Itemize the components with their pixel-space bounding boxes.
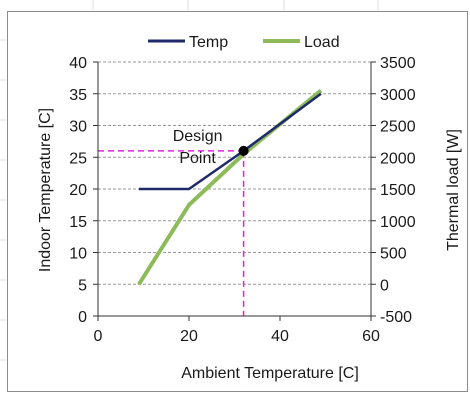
x-tick-label: 60 [362,328,380,345]
y-right-tick-label: 3500 [380,55,416,72]
x-tick-label: 0 [94,328,103,345]
x-tick-label: 40 [271,328,289,345]
series-lines [137,89,323,286]
y-right-tick-label: 500 [380,246,407,263]
y-axis-right-title: Thermal load [W] [445,129,462,251]
y-right-tick-label: 1500 [380,182,416,199]
y-left-tick-label: 30 [69,119,87,136]
y-axis-left-title: Indoor Temperature [C] [37,108,54,272]
design-point-label-line1: Design [173,128,223,145]
y-left-tick-label: 25 [69,150,87,167]
legend: Temp Load [148,34,340,51]
spreadsheet-background [0,0,379,361]
x-axis-title: Ambient Temperature [C] [181,365,359,382]
x-axis-ticks: 0 20 40 60 [94,316,380,345]
y-left-tick-label: 20 [69,182,87,199]
y-left-tick-label: 10 [69,246,87,263]
y-left-tick-label: 35 [69,87,87,104]
series-line-temp [138,92,322,191]
design-point-label-line2: Point [179,150,216,167]
y-right-tick-label: 2000 [380,150,416,167]
legend-label-temp: Temp [189,34,228,51]
y-axis-right-ticks: -500 0 500 1000 1500 2000 2500 3000 3500 [371,55,416,326]
y-right-tick-label: 2500 [380,119,416,136]
y-left-tick-label: 15 [69,214,87,231]
y-axis-left-ticks: 0 5 10 15 20 25 30 35 40 [69,55,98,326]
legend-label-load: Load [304,34,340,51]
y-left-tick-label: 5 [78,277,87,294]
y-right-tick-label: 3000 [380,87,416,104]
chart-border [7,11,468,392]
x-tick-label: 20 [180,328,198,345]
design-point-annotation: Design Point [98,128,249,316]
y-left-tick-label: 40 [69,55,87,72]
y-right-tick-label: 0 [380,277,389,294]
y-left-tick-label: 0 [78,309,87,326]
y-right-tick-label: -500 [380,309,412,326]
design-point-marker [238,145,249,156]
y-right-tick-label: 1000 [380,214,416,231]
